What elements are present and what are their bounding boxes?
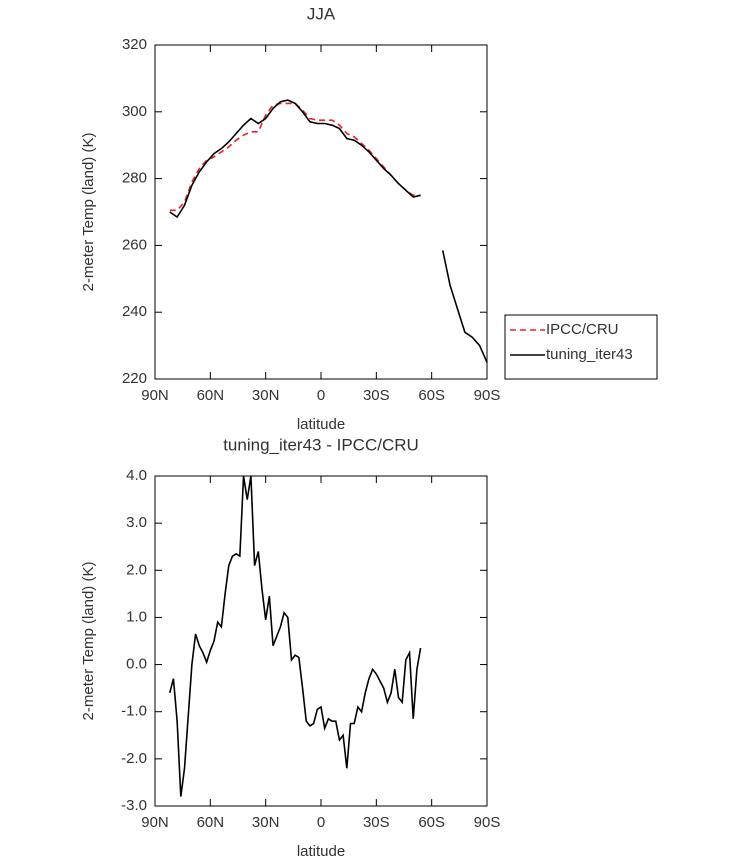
chart-title: tuning_iter43 - IPCC/CRU (223, 435, 419, 454)
x-tick-label: 90N (141, 387, 169, 404)
y-tick-label: 2.0 (126, 561, 147, 578)
y-tick-label: 1.0 (126, 608, 147, 625)
x-axis-label: latitude (297, 416, 345, 433)
legend-label: IPCC/CRU (546, 321, 619, 338)
chart-title: JJA (307, 4, 336, 23)
data-line (169, 99, 488, 363)
legend-box (504, 314, 658, 380)
x-tick-label: 30N (252, 814, 280, 831)
x-tick-label: 0 (317, 814, 325, 831)
data-line (169, 102, 421, 212)
plot-frame (154, 475, 488, 807)
x-axis-label: latitude (297, 843, 345, 860)
plot-frame (154, 44, 488, 380)
x-tick-label: 30N (252, 387, 280, 404)
y-axis-label: 2-meter Temp (land) (K) (80, 562, 97, 721)
x-tick-label: 60N (197, 387, 225, 404)
x-tick-label: 60N (197, 814, 225, 831)
y-axis-label: 2-meter Temp (land) (K) (80, 133, 97, 292)
x-tick-label: 0 (317, 387, 325, 404)
y-tick-label: -1.0 (121, 703, 147, 720)
y-tick-label: -2.0 (121, 750, 147, 767)
y-tick-label: 4.0 (126, 467, 147, 484)
y-tick-label: 280 (122, 170, 147, 187)
x-tick-label: 30S (363, 814, 390, 831)
x-tick-label: 90S (474, 387, 501, 404)
y-tick-label: 0.0 (126, 656, 147, 673)
y-tick-label: 300 (122, 103, 147, 120)
y-tick-label: 220 (122, 370, 147, 387)
legend-label: tuning_iter43 (546, 346, 633, 363)
x-tick-label: 90N (141, 814, 169, 831)
x-tick-label: 60S (418, 387, 445, 404)
data-line (168, 475, 422, 797)
y-tick-label: 320 (122, 36, 147, 53)
y-tick-label: 3.0 (126, 514, 147, 531)
x-tick-label: 60S (418, 814, 445, 831)
x-tick-label: 30S (363, 387, 390, 404)
x-tick-label: 90S (474, 814, 501, 831)
y-tick-label: 240 (122, 303, 147, 320)
y-tick-label: 260 (122, 236, 147, 253)
y-tick-label: -3.0 (121, 797, 147, 814)
